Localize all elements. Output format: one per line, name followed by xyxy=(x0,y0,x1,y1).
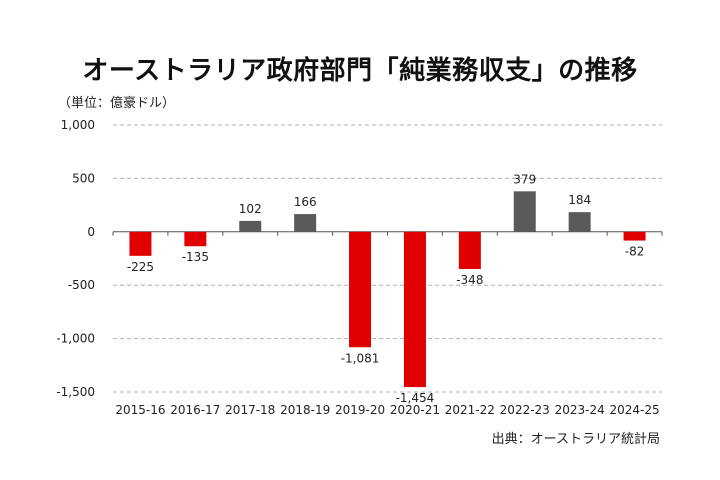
x-tick-label: 2020-21 xyxy=(390,403,440,417)
value-label: -1,454 xyxy=(396,391,435,405)
bar-2020-21 xyxy=(403,231,426,388)
x-tick-label: 2021-22 xyxy=(445,403,495,417)
bar-2015-16 xyxy=(129,231,152,256)
bar-2024-25 xyxy=(623,231,646,241)
source-note: 出典：オーストラリア統計局 xyxy=(491,432,660,447)
bar-2018-19 xyxy=(294,214,317,232)
chart-title: オーストラリア政府部門「純業務収支」の推移 xyxy=(82,56,638,86)
value-label: -225 xyxy=(127,260,154,274)
x-tick-label: 2017-18 xyxy=(225,403,275,417)
value-label: 184 xyxy=(568,193,591,207)
value-label: -135 xyxy=(182,250,209,264)
x-tick-label: 2015-16 xyxy=(115,403,165,417)
bar-layer xyxy=(129,191,646,388)
bar-2023-24 xyxy=(568,212,591,232)
y-tick-label: 0 xyxy=(87,225,95,239)
value-label: 379 xyxy=(513,172,536,186)
bar-2017-18 xyxy=(239,220,262,232)
x-tick-label: 2022-23 xyxy=(500,403,550,417)
y-tick-label: -1,000 xyxy=(56,332,95,346)
axis-layer: 1,000 500 0 -500 -1,000 -1,500 xyxy=(56,118,663,399)
x-tick-label: 2018-19 xyxy=(280,403,330,417)
value-label: -82 xyxy=(625,245,645,259)
bar-2022-23 xyxy=(513,191,536,232)
bar-2016-17 xyxy=(184,231,207,247)
bar-2021-22 xyxy=(458,231,481,269)
value-label: -348 xyxy=(456,273,483,287)
x-tick-label: 2019-20 xyxy=(335,403,385,417)
value-label: 166 xyxy=(294,195,317,209)
grid-layer xyxy=(113,124,662,393)
x-tick-label: 2016-17 xyxy=(170,403,220,417)
value-label: 102 xyxy=(239,202,262,216)
y-tick-label: -500 xyxy=(68,278,95,292)
label-layer: -225 2015-16 -135 2016-17 102 2017-18 166 2018-… xyxy=(115,172,659,417)
value-label: -1,081 xyxy=(341,351,380,365)
x-tick-label: 2024-25 xyxy=(609,403,659,417)
x-tick-label: 2023-24 xyxy=(555,403,605,417)
bar-2019-20 xyxy=(349,231,372,348)
y-tick-label: -1,500 xyxy=(56,385,95,399)
y-tick-label: 1,000 xyxy=(61,118,95,132)
unit-label: （単位：億豪ドル） xyxy=(58,96,176,111)
y-tick-label: 500 xyxy=(72,171,95,185)
